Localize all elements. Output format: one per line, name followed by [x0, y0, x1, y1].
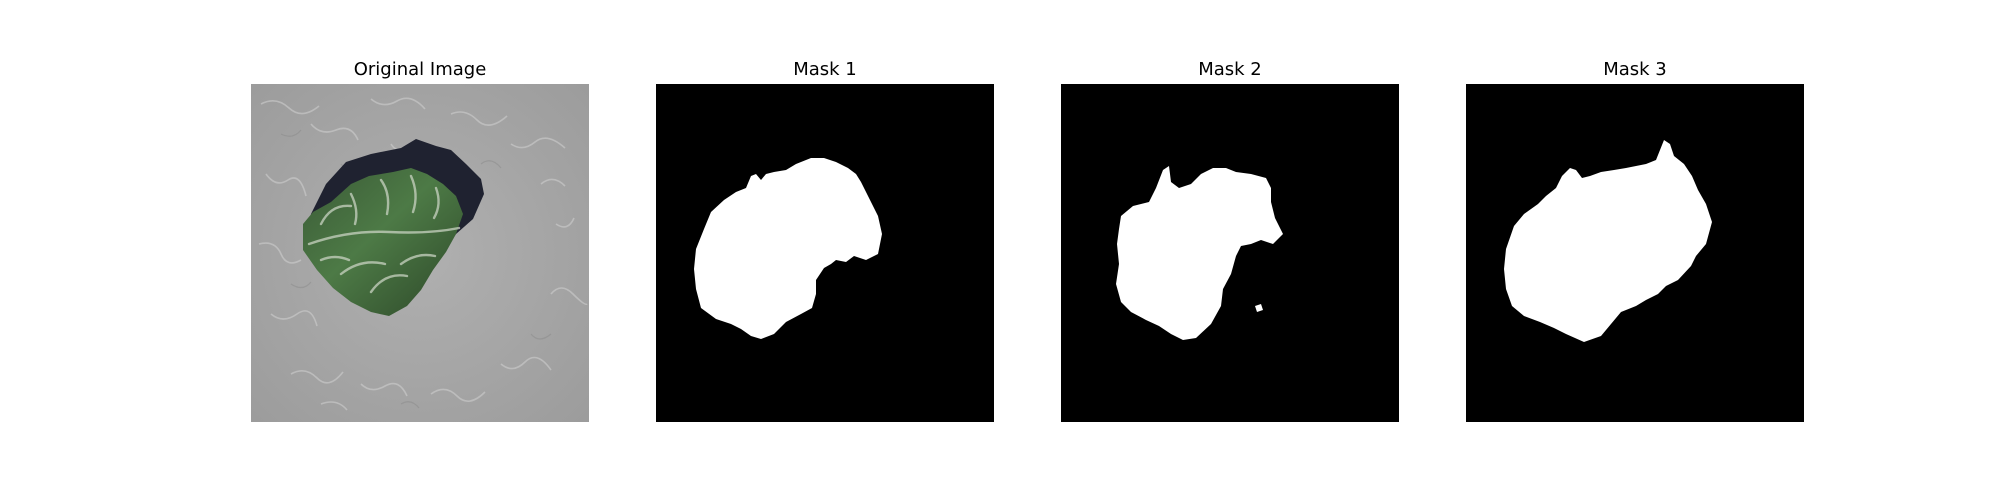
panel-mask-2: Mask 2 — [1061, 0, 1399, 500]
panel-mask-1: Mask 1 — [656, 0, 994, 500]
mask-3-image — [1466, 84, 1804, 422]
leaf-veins — [307, 174, 461, 294]
mask-3-region — [1504, 140, 1712, 342]
surface-texture — [258, 97, 588, 411]
panel-original-image: Original Image — [251, 0, 589, 500]
mask-2-image — [1061, 84, 1399, 422]
mask-1-image — [656, 84, 994, 422]
panel-title-original-image: Original Image — [353, 59, 487, 80]
mask-2-region — [1116, 166, 1283, 340]
panel-title-mask-1: Mask 1 — [793, 59, 857, 80]
mask-1-region — [694, 158, 882, 339]
panel-title-mask-3: Mask 3 — [1603, 59, 1667, 80]
mask-2-fragment — [1255, 304, 1263, 312]
panel-mask-3: Mask 3 — [1466, 0, 1804, 500]
original-image — [251, 84, 589, 422]
panel-title-mask-2: Mask 2 — [1198, 59, 1262, 80]
